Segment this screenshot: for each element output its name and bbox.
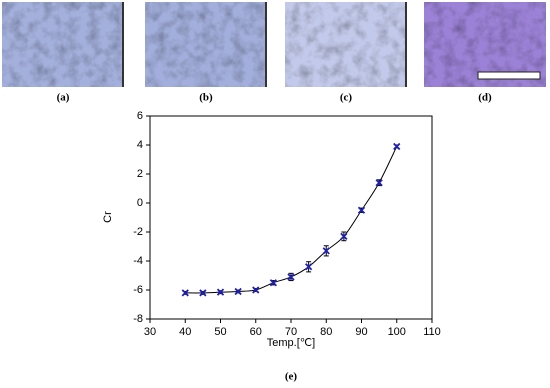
x-tick-label: 40: [179, 326, 191, 338]
y-tick-label: -8: [133, 313, 143, 325]
x-tick-label: 60: [250, 326, 262, 338]
data-point: [287, 273, 295, 281]
data-point: [357, 206, 366, 214]
plot-frame: [149, 115, 433, 320]
y-tick-label: 2: [137, 168, 143, 180]
y-tick-label: -2: [133, 226, 143, 238]
x-tick-label: 80: [320, 326, 332, 338]
data-point: [234, 287, 242, 296]
x-tick-label: 30: [144, 326, 156, 338]
panel-label: (c): [340, 92, 353, 104]
y-tick-label: 6: [137, 110, 143, 122]
panel-label: (d): [478, 92, 492, 104]
y-tick-label: 4: [137, 139, 143, 151]
data-point: [304, 263, 313, 271]
panel-label: (a): [57, 92, 70, 104]
data-point: [322, 247, 330, 255]
y-tick-label: -6: [133, 284, 143, 296]
data-point: [340, 232, 348, 240]
fit-curve: [185, 146, 398, 294]
x-tick-label: 110: [423, 326, 441, 338]
micrograph-b: [145, 2, 267, 87]
micrograph-a: [2, 2, 124, 87]
data-point: [269, 279, 278, 287]
y-tick-label: -4: [133, 255, 143, 267]
panel-label: (b): [199, 92, 213, 104]
y-axis-label: Cr: [102, 211, 114, 223]
data-point: [199, 289, 207, 297]
x-tick-label: 50: [214, 326, 226, 338]
x-tick-label: 90: [355, 326, 367, 338]
x-axis-label: Temp.[℃]: [267, 337, 315, 349]
chart-caption: (e): [285, 371, 298, 383]
data-point: [393, 142, 401, 151]
y-tick-label: 0: [137, 197, 143, 209]
data-point: [216, 288, 225, 296]
data-point: [375, 179, 383, 187]
data-point: [181, 289, 189, 297]
data-point: [252, 286, 260, 294]
micrograph-c: [285, 2, 407, 87]
micrograph-d: [424, 2, 546, 87]
x-tick-label: 100: [388, 326, 406, 338]
x-tick-label: 70: [285, 326, 297, 338]
